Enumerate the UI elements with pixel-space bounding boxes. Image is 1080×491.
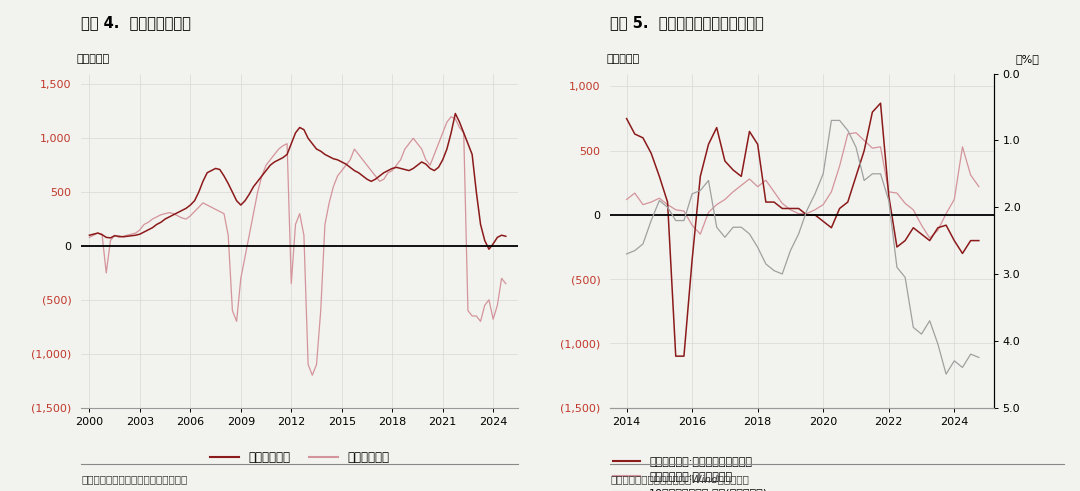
Text: 图表 5.  来华债权投资与美债收益率: 图表 5. 来华债权投资与美债收益率: [610, 15, 764, 30]
Text: （%）: （%）: [1015, 54, 1040, 64]
Text: 资料来源：国家外汇管理局，中银证券: 资料来源：国家外汇管理局，中银证券: [81, 475, 187, 485]
Text: 图表 4.  外资净流入构成: 图表 4. 外资净流入构成: [81, 15, 191, 30]
Legend: 来华债权投资:不包括境内债券投资, 来华债权投资:境内债券投资, 10年期美债收益率:季均(右轴，逆序): 来华债权投资:不包括境内债券投资, 来华债权投资:境内债券投资, 10年期美债收…: [608, 452, 773, 491]
Text: （亿美元）: （亿美元）: [77, 54, 110, 64]
Text: （亿美元）: （亿美元）: [606, 54, 639, 64]
Legend: 来华股权投资, 来华债权投资: 来华股权投资, 来华债权投资: [205, 446, 394, 468]
Text: 资料来源：国家外汇管理局，Wind，中银证券: 资料来源：国家外汇管理局，Wind，中银证券: [610, 475, 750, 485]
